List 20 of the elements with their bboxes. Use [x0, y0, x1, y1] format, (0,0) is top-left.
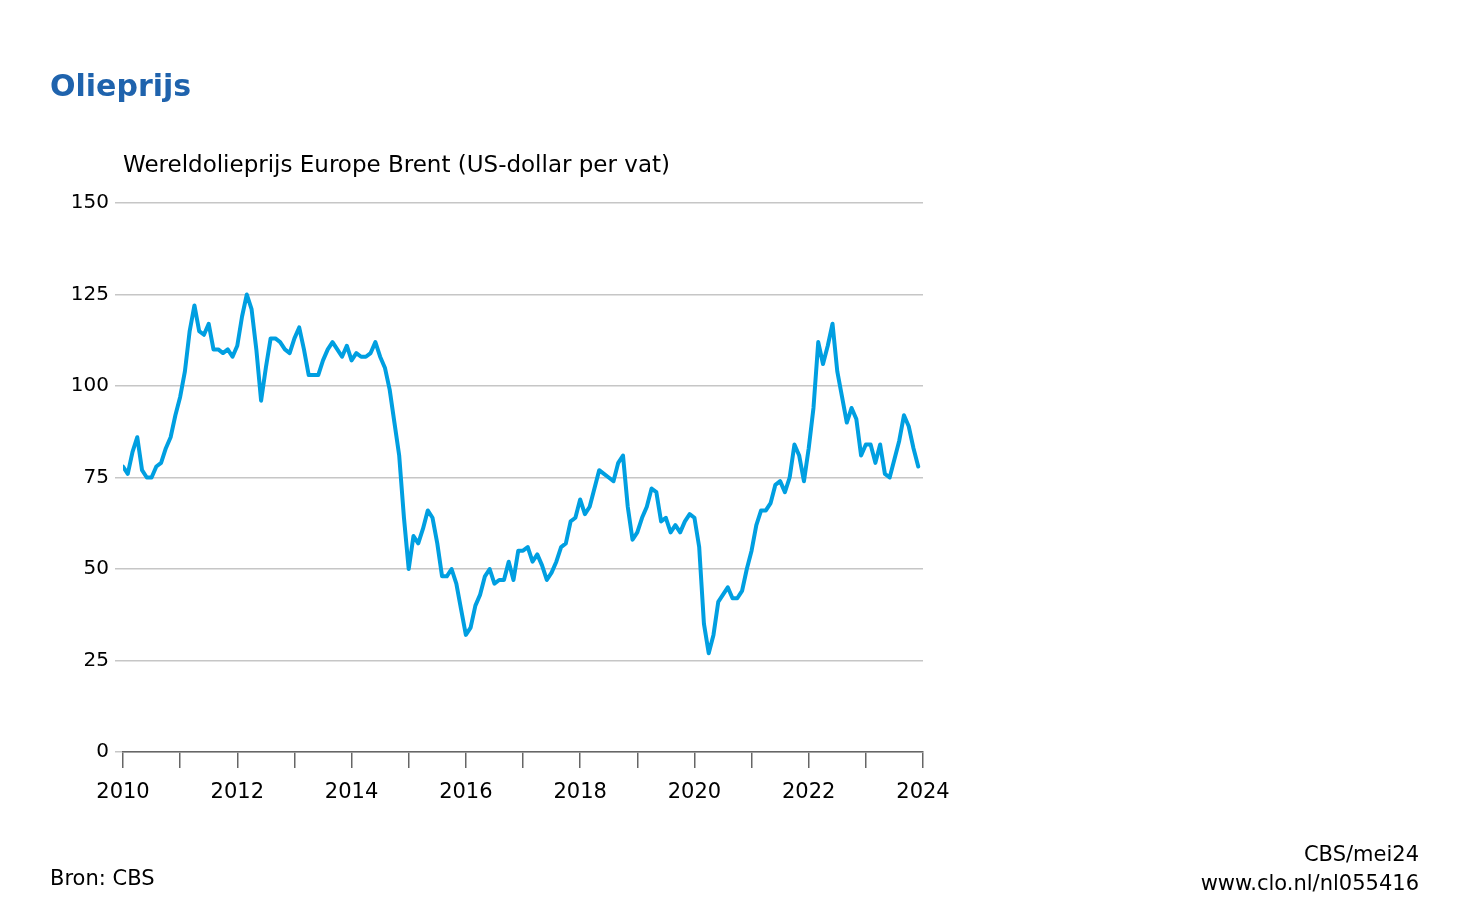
x-tick-label: 2024	[896, 779, 950, 804]
text: Bron: CBS	[50, 866, 155, 890]
x-tick-label: 2022	[781, 779, 836, 804]
x-tick-label: 2012	[210, 779, 265, 804]
chart-title: Olieprijs	[50, 68, 192, 103]
x-tick-label: 2010	[96, 779, 150, 804]
text: CBS/mei24	[1302, 841, 1419, 868]
x-tick-label: 2018	[553, 779, 607, 804]
x-tick-label: 2016	[439, 779, 493, 804]
y-tick-label: 25	[83, 646, 109, 671]
text: www.clo.nl/nl055416	[1200, 870, 1419, 897]
y-tick-label: 125	[70, 280, 109, 305]
y-tick-label: 75	[83, 463, 109, 488]
x-tick-label: 2014	[324, 779, 379, 804]
y-tick-label: 0	[96, 738, 109, 763]
y-tick-label: 50	[83, 555, 109, 580]
x-tick-label: 2020	[667, 779, 722, 804]
y-tick-label: 150	[70, 189, 109, 214]
y-tick-label: 100	[70, 372, 109, 397]
y-axis-title: Wereldolieprijs Europe Brent (US-dollar per vat)	[123, 151, 670, 177]
